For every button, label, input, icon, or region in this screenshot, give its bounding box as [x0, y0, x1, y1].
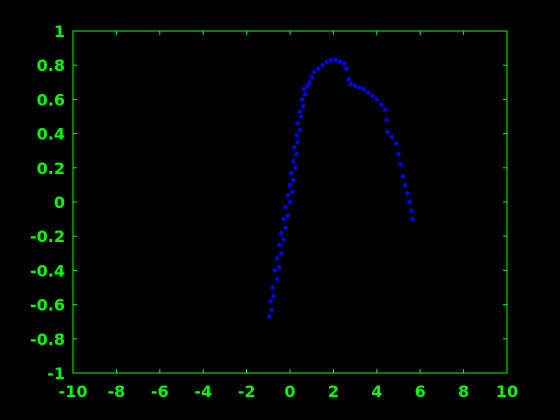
data-point: [409, 208, 414, 213]
tick-labels: -10 -8 -6 -4 -2 0 2 4 6 8 10 -1 -0.8 -0.6 -0.4 -0.2 0 0.2…: [30, 22, 518, 401]
data-point: [299, 97, 305, 102]
data-point: [337, 59, 343, 64]
data-point: [276, 264, 282, 270]
x-tick-label: -2: [238, 382, 256, 401]
data-point: [294, 151, 299, 157]
data-point: [320, 62, 325, 68]
data-point: [348, 81, 353, 87]
data-point: [295, 139, 300, 145]
data-point: [302, 92, 308, 97]
data-point: [398, 162, 403, 167]
y-tick-label: 0.6: [37, 90, 65, 109]
data-point: [361, 86, 366, 92]
data-point: [385, 129, 390, 135]
data-point: [309, 74, 314, 80]
data-point: [287, 199, 293, 205]
data-point: [271, 293, 276, 299]
x-tick-label: 4: [371, 382, 382, 401]
data-point: [346, 76, 351, 82]
data-point: [287, 182, 293, 188]
data-point: [407, 199, 412, 205]
data-point: [305, 83, 310, 88]
data-point: [283, 204, 288, 210]
x-tick-label: 8: [458, 382, 469, 401]
data-point: [333, 57, 338, 63]
y-tick-label: 0.8: [37, 56, 65, 75]
data-point: [402, 182, 408, 188]
data-point: [295, 121, 300, 126]
data-point: [370, 93, 375, 99]
y-tick-label: -0.2: [30, 227, 65, 246]
data-point: [324, 59, 330, 64]
data-point: [267, 314, 272, 319]
x-tick-label: 6: [415, 382, 426, 401]
data-point: [283, 225, 288, 230]
data-point: [281, 216, 286, 222]
data-point: [270, 285, 275, 290]
y-tick-label: -0.8: [30, 330, 65, 349]
x-tick-label: 10: [496, 382, 518, 401]
data-point: [352, 83, 358, 88]
data-point: [276, 242, 282, 247]
data-point: [316, 66, 321, 71]
data-point: [279, 251, 284, 256]
data-point: [279, 230, 284, 235]
y-tick-label: -0.6: [30, 296, 65, 315]
data-point: [311, 69, 317, 75]
x-tick-label: 2: [328, 382, 339, 401]
data-point: [297, 109, 302, 114]
x-tick-label: -8: [108, 382, 126, 401]
data-point: [288, 170, 294, 176]
y-tick-label: 1: [54, 22, 65, 41]
data-point: [383, 107, 388, 112]
data-point: [272, 268, 278, 273]
data-point: [307, 80, 312, 85]
data-point: [400, 174, 406, 179]
data-point: [384, 117, 389, 123]
data-point: [291, 158, 296, 164]
data-point: [293, 165, 298, 170]
data-point: [274, 276, 280, 282]
data-point: [344, 66, 349, 71]
data-point: [300, 104, 306, 109]
data-point: [292, 145, 297, 150]
data-point: [365, 90, 371, 95]
data-point: [298, 114, 304, 119]
y-tick-label: -0.4: [30, 261, 65, 280]
data-point: [269, 307, 274, 312]
x-tick-label: -4: [194, 382, 212, 401]
data-series: [267, 57, 415, 319]
y-tick-label: 0.4: [37, 125, 65, 144]
data-point: [404, 191, 410, 196]
data-point: [378, 102, 384, 107]
x-tick-label: 0: [284, 382, 295, 401]
data-point: [394, 141, 399, 147]
data-point: [357, 85, 362, 90]
y-tick-label: -1: [47, 364, 65, 383]
data-point: [289, 189, 295, 194]
y-tick-label: 0.2: [37, 159, 65, 178]
x-tick-label: -10: [59, 382, 88, 401]
data-point: [281, 237, 286, 242]
data-point: [274, 256, 280, 261]
data-point: [374, 97, 379, 102]
data-point: [301, 86, 307, 92]
data-point: [329, 57, 334, 63]
data-point: [268, 298, 273, 304]
data-point: [410, 216, 415, 222]
y-tick-label: 0: [54, 193, 65, 212]
data-point: [291, 177, 296, 182]
data-point: [285, 213, 291, 218]
data-point: [389, 134, 395, 140]
data-point: [297, 127, 302, 133]
data-point: [285, 192, 291, 198]
axes: [72, 30, 508, 374]
data-point: [396, 151, 401, 157]
data-point: [294, 133, 299, 138]
x-tick-label: -6: [151, 382, 169, 401]
data-point: [342, 61, 347, 66]
